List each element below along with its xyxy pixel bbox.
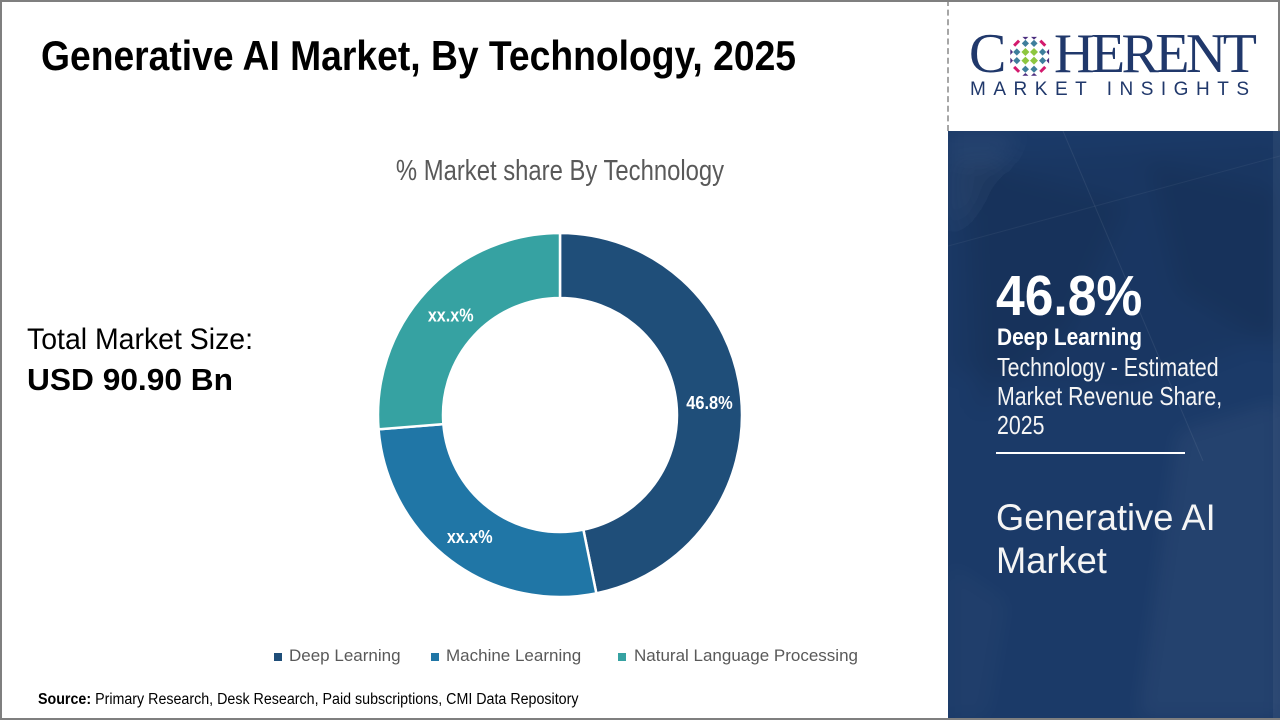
svg-text:46.8%: 46.8%: [686, 392, 733, 413]
svg-text:MARKET INSIGHTS: MARKET INSIGHTS: [970, 79, 1255, 100]
svg-text:xx.x%: xx.x%: [428, 305, 474, 326]
svg-text:HERENT: HERENT: [1054, 28, 1257, 85]
svg-text:C: C: [969, 28, 1006, 85]
svg-text:xx.x%: xx.x%: [447, 527, 493, 548]
